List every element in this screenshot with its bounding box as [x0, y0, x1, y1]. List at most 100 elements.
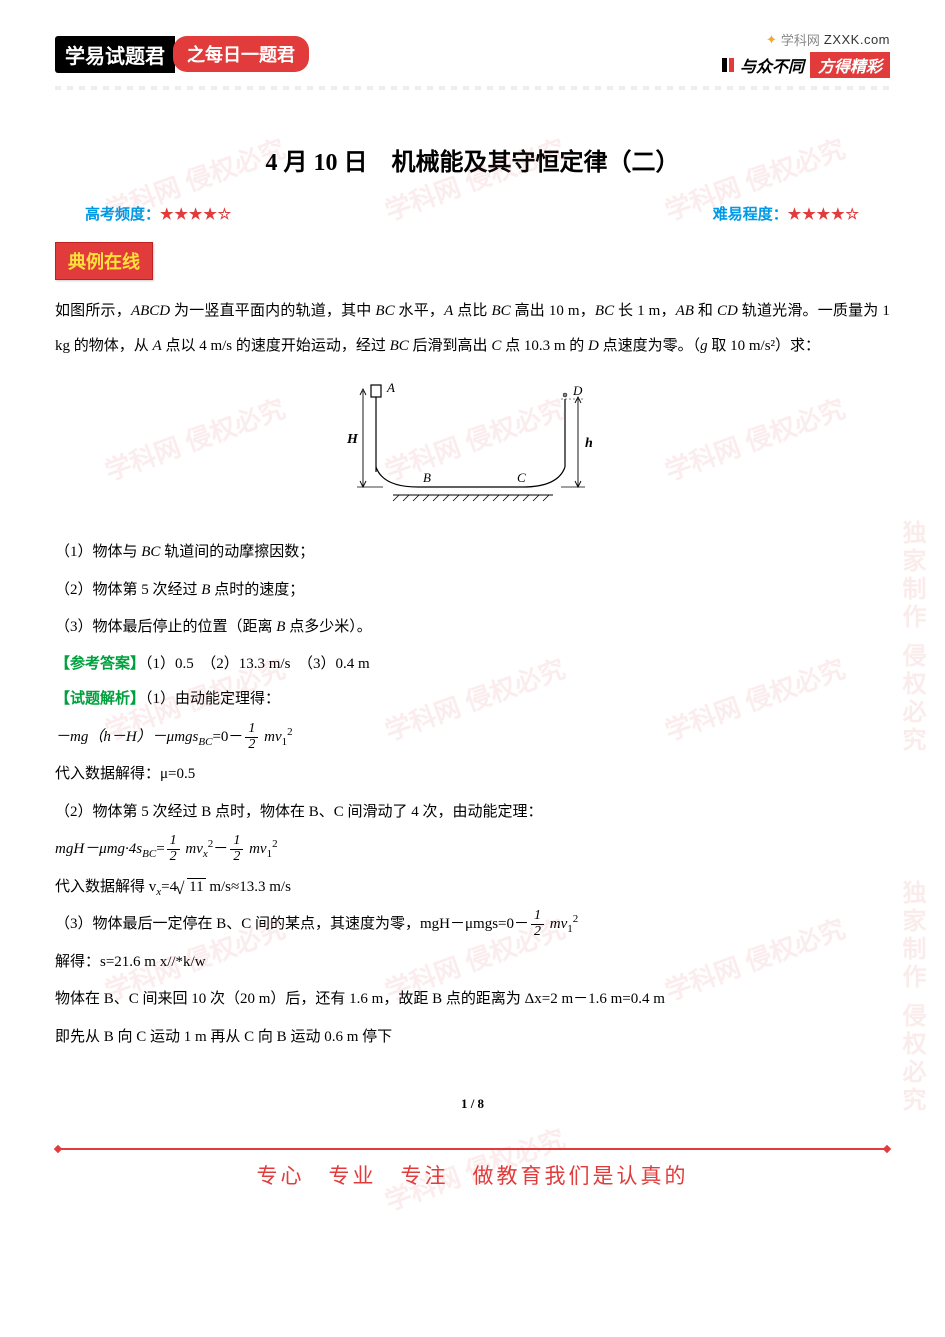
answer-text: （1）0.5 （2）13.3 m/s （3）0.4 m [145, 656, 370, 672]
slogan-2: 方得精彩 [810, 52, 890, 78]
diff-label: 难易程度： [713, 207, 788, 223]
t: mv [182, 841, 203, 857]
t: mv [245, 841, 266, 857]
label-C: C [517, 470, 526, 485]
t: 长 1 m， [614, 303, 676, 319]
t: ABCD [131, 303, 170, 319]
page-number: 1 / 8 [55, 1096, 890, 1112]
equation-2: mgH－μmg·4sBC=12 mvx2－12 mv12 [55, 831, 890, 869]
footer-rule [55, 1148, 890, 1150]
t: AB [676, 303, 694, 319]
brand-right: ✦ 学科网 ZXXK.com 与众不同 方得精彩 [722, 30, 890, 78]
t: （1）物体与 [55, 544, 141, 560]
t: BC [492, 303, 511, 319]
label-H: H [346, 432, 359, 447]
t: 点速度为零。（ [599, 338, 700, 354]
site-url: ZXXK.com [824, 32, 890, 47]
t: 取 10 m/s²）求： [708, 338, 820, 354]
t: BC [198, 736, 212, 748]
t: （2）物体第 5 次经过 [55, 582, 201, 598]
problem-diagram: A B C D H h [55, 377, 890, 512]
slogan-bars-icon [722, 58, 734, 72]
brand-logo: 学易试题君 [55, 36, 175, 73]
t: 点多少米）。 [285, 619, 371, 635]
diff-meta: 难易程度：★★★★☆ [713, 203, 860, 224]
diff-stars: ★★★★☆ [788, 207, 860, 223]
site-name: 学科网 [781, 30, 820, 49]
label-h: h [585, 436, 593, 451]
t: 解得：s=21.6 m x//*k/w [55, 944, 890, 982]
label-D: D [572, 383, 583, 398]
t: mv [260, 729, 281, 745]
t: 和 [694, 303, 717, 319]
label-A: A [386, 380, 395, 395]
footer-slogan: 专心 专业 专注 做教育我们是认真的 [257, 1164, 689, 1188]
t: 2 [573, 913, 579, 925]
t: BC [141, 544, 160, 560]
answer-block: 【参考答案】（1）0.5 （2）13.3 m/s （3）0.4 m [55, 647, 890, 682]
t: 点比 [453, 303, 491, 319]
equation-1: －mg（h－H）－μmgsBC=0－12 mv12 [55, 719, 890, 757]
t: － [213, 841, 228, 857]
t: CD [717, 303, 738, 319]
question-list: （1）物体与 BC 轨道间的动摩擦因数； （2）物体第 5 次经过 B 点时的速… [55, 534, 890, 647]
freq-meta: 高考频度：★★★★☆ [85, 203, 232, 224]
solution-3: （3）物体最后一定停在 B、C 间的某点，其速度为零，mgH－μmgs=0－12… [55, 906, 890, 944]
brand-block: 学易试题君 之每日一题君 [55, 36, 309, 73]
problem-text: 如图所示，ABCD 为一竖直平面内的轨道，其中 BC 水平，A 点比 BC 高出… [55, 294, 890, 363]
solution-2r: 代入数据解得 vx=411 m/s≈13.3 m/s [55, 869, 890, 907]
t: 高出 10 m， [511, 303, 595, 319]
t: 点 10.3 m 的 [501, 338, 588, 354]
t: mv [546, 916, 567, 932]
page-footer: 专心 专业 专注 做教育我们是认真的 [55, 1134, 890, 1190]
page-title: 4 月 10 日 机械能及其守恒定律（二） [55, 142, 890, 177]
t: 后滑到高出 [409, 338, 492, 354]
t: 代入数据解得：μ=0.5 [55, 756, 890, 794]
t: －mg（h－H）－μmgs [55, 729, 198, 745]
t: （1）由动能定理得： [145, 691, 280, 707]
watermark-vert: 独家制作 侵权必究 [894, 520, 929, 755]
t: 如图所示， [55, 303, 131, 319]
answer-label: 【参考答案】 [55, 656, 145, 672]
t: D [588, 338, 599, 354]
t: BC [595, 303, 614, 319]
t: 点时的速度； [210, 582, 304, 598]
t: mgH－μmg·4s [55, 841, 142, 857]
t: 即先从 B 向 C 运动 1 m 再从 C 向 B 运动 0.6 m 停下 [55, 1019, 890, 1057]
site-icon: ✦ [766, 32, 777, 48]
t: BC [142, 848, 156, 860]
t: （3）物体最后一定停在 B、C 间的某点，其速度为零，mgH－μmgs=0－ [55, 916, 529, 932]
example-badge: 典例在线 [55, 242, 153, 280]
t: g [700, 338, 708, 354]
t: 2 [287, 726, 293, 738]
t: 为一竖直平面内的轨道，其中 [170, 303, 375, 319]
t: C [491, 338, 501, 354]
t: A [153, 338, 162, 354]
watermark-vert: 独家制作 侵权必究 [894, 880, 929, 1115]
freq-label: 高考频度： [85, 207, 160, 223]
t: = [156, 841, 164, 857]
t: 11 [187, 878, 205, 895]
t: 水平， [395, 303, 445, 319]
t: BC [390, 338, 409, 354]
t: （2）物体第 5 次经过 B 点时，物体在 B、C 间滑动了 4 次，由动能定理… [55, 794, 890, 832]
t: 点以 4 m/s 的速度开始运动，经过 [162, 338, 390, 354]
t: =0－ [212, 729, 243, 745]
slogan-1: 与众不同 [740, 53, 804, 77]
solution-block: 【试题解析】（1）由动能定理得： －mg（h－H）－μmgsBC=0－12 mv… [55, 681, 890, 1056]
page-header: 学易试题君 之每日一题君 ✦ 学科网 ZXXK.com 与众不同 方得精彩 [55, 30, 890, 84]
brand-sub: 之每日一题君 [173, 36, 309, 72]
t: m/s≈13.3 m/s [206, 879, 291, 895]
t: （3）物体最后停止的位置（距离 [55, 619, 276, 635]
label-B: B [423, 470, 431, 485]
t: 物体在 B、C 间来回 10 次（20 m）后，还有 1.6 m，故距 B 点的… [55, 981, 890, 1019]
t: 轨道间的动摩擦因数； [160, 544, 314, 560]
t: A [444, 303, 453, 319]
header-rule [55, 86, 890, 90]
t: 2 [272, 838, 278, 850]
meta-row: 高考频度：★★★★☆ 难易程度：★★★★☆ [55, 203, 890, 224]
freq-stars: ★★★★☆ [160, 207, 232, 223]
solution-label: 【试题解析】 [55, 691, 145, 707]
t: BC [375, 303, 394, 319]
t: 代入数据解得 v [55, 879, 156, 895]
